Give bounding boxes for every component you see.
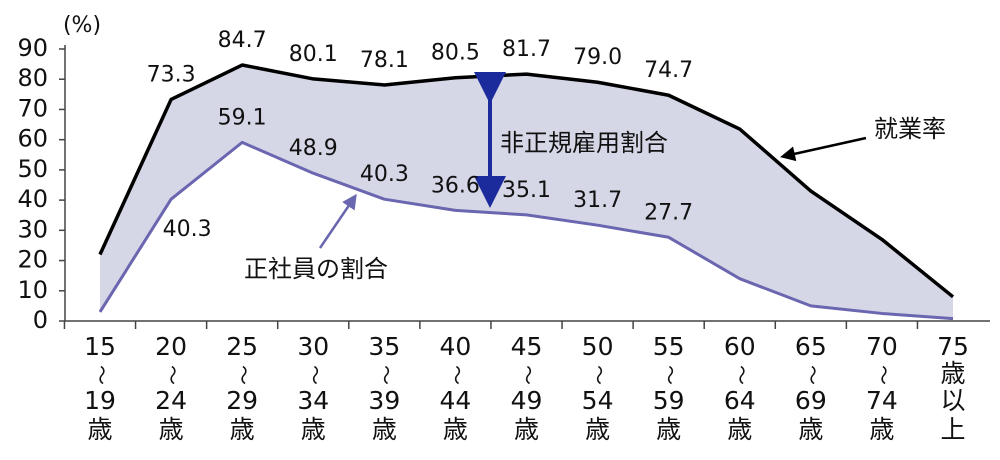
series-line (98, 63, 955, 299)
value-label: 78.1 (360, 48, 409, 73)
x-tick-label: 〜 (658, 365, 682, 385)
x-tick-label: 64 (724, 386, 756, 415)
x-tick-label: 歳 (727, 415, 752, 444)
value-label: 80.5 (431, 41, 480, 66)
x-tick-label: 59 (653, 386, 685, 415)
x-tick-label: 〜 (729, 365, 753, 385)
series-arrow (318, 193, 357, 249)
annotation: 非正規雇用割合 (500, 129, 668, 157)
y-tick-label: 20 (17, 246, 48, 274)
x-tick-label: 〜 (303, 365, 327, 385)
x-tick-label: 歳 (87, 415, 112, 444)
x-tick-label: 〜 (161, 365, 185, 385)
value-label: 84.7 (218, 28, 267, 53)
x-tick-label: 歳 (443, 415, 468, 444)
x-tick-label: 〜 (516, 365, 540, 385)
x-tick-label: 歳 (940, 359, 965, 388)
y-tick-label: 40 (17, 185, 48, 213)
value-label: 40.3 (163, 217, 212, 242)
series-arrow (780, 136, 867, 162)
x-tick-label: 44 (440, 386, 472, 415)
x-tick-label: 歳 (514, 415, 539, 444)
y-tick-label: 10 (17, 276, 48, 304)
x-tick-label: 20 (155, 332, 187, 361)
x-tick-label: 〜 (374, 365, 398, 385)
x-tick-label: 50 (582, 332, 614, 361)
value-label: 48.9 (289, 136, 338, 161)
x-tick-label: 24 (155, 386, 187, 415)
x-tick-label: 19 (84, 386, 116, 415)
y-tick-label: 80 (17, 64, 48, 92)
value-label: 73.3 (147, 62, 196, 87)
x-tick-label: 歳 (585, 415, 610, 444)
x-tick-label: 歳 (301, 415, 326, 444)
x-tick-label: 25 (226, 332, 258, 361)
x-tick-label: 34 (297, 386, 329, 415)
y-tick-label: 60 (17, 125, 48, 153)
y-unit: (%) (63, 13, 101, 38)
y-tick-label: 30 (17, 215, 48, 243)
y-tick-label: 90 (17, 34, 48, 62)
x-tick-label: 74 (866, 386, 898, 415)
x-tick-label: 〜 (587, 365, 611, 385)
x-tick-label: 30 (297, 332, 329, 361)
x-tick-label: 55 (653, 332, 685, 361)
x-tick-label: 上 (940, 415, 965, 444)
x-tick-label: 歳 (230, 415, 255, 444)
y-tick-label: 70 (17, 94, 48, 122)
value-label: 79.0 (573, 45, 622, 70)
x-tick-label: 〜 (871, 365, 895, 385)
fill-between (100, 65, 953, 319)
value-label: 36.6 (431, 173, 480, 198)
x-tick-label: 39 (368, 386, 400, 415)
plot-underlay (59, 45, 990, 329)
x-tick-label: 54 (582, 386, 614, 415)
x-tick-label: 29 (226, 386, 258, 415)
value-label: 27.7 (644, 200, 693, 225)
x-tick-label: 歳 (159, 415, 184, 444)
series-label: 就業率 (874, 115, 946, 143)
value-label: 81.7 (502, 37, 551, 62)
x-tick-label: 以 (940, 386, 965, 415)
x-tick-label: 〜 (445, 365, 469, 385)
x-tick-label: 歳 (656, 415, 681, 444)
value-label: 80.1 (289, 42, 338, 67)
x-tick-label: 65 (795, 332, 827, 361)
x-tick-label: 45 (511, 332, 543, 361)
x-tick-label: 75 (937, 332, 969, 361)
y-tick-label: 0 (33, 306, 48, 334)
x-tick-label: 歳 (372, 415, 397, 444)
x-tick-label: 歳 (869, 415, 894, 444)
x-tick-label: 〜 (800, 365, 824, 385)
value-label: 31.7 (573, 188, 622, 213)
value-label: 74.7 (644, 58, 693, 83)
x-tick-label: 歳 (798, 415, 823, 444)
x-tick-label: 〜 (232, 365, 256, 385)
y-tick-label: 50 (17, 155, 48, 183)
value-label: 59.1 (218, 105, 267, 130)
x-tick-label: 40 (440, 332, 472, 361)
x-tick-label: 15 (84, 332, 116, 361)
x-tick-label: 69 (795, 386, 827, 415)
x-tick-label: 70 (866, 332, 898, 361)
series-line (98, 140, 954, 321)
x-tick-label: 60 (724, 332, 756, 361)
value-label: 40.3 (360, 162, 409, 187)
x-tick-label: 〜 (90, 365, 114, 385)
x-tick-label: 49 (511, 386, 543, 415)
x-tick-label: 35 (368, 332, 400, 361)
series-label: 正社員の割合 (244, 255, 388, 283)
value-label: 35.1 (502, 178, 551, 203)
